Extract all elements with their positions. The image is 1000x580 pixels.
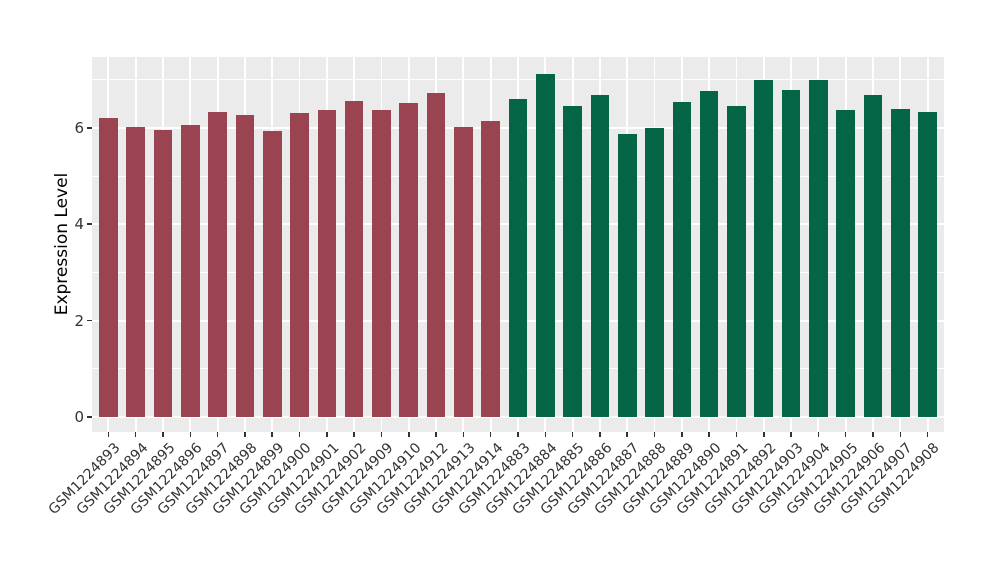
x-tick — [189, 432, 192, 437]
x-tick — [817, 432, 820, 437]
bar-GSM1224892 — [754, 79, 774, 417]
x-tick — [271, 432, 273, 437]
bar-GSM1224893 — [99, 117, 118, 417]
y-tick — [87, 127, 92, 129]
bar-GSM1224884 — [536, 73, 555, 417]
x-tick — [326, 432, 328, 437]
bar-GSM1224904 — [809, 79, 828, 417]
bar-GSM1224899 — [262, 130, 282, 417]
bar-GSM1224910 — [399, 102, 419, 417]
bar-GSM1224914 — [481, 120, 500, 417]
x-tick — [735, 432, 738, 437]
bar-GSM1224906 — [863, 94, 883, 417]
bar-GSM1224901 — [317, 110, 337, 417]
x-tick — [681, 432, 683, 437]
x-tick — [408, 432, 410, 437]
x-tick — [926, 432, 929, 437]
y-axis-title: Expression Level — [52, 172, 72, 316]
y-tick-label: 4 — [74, 215, 84, 234]
bar-GSM1224886 — [590, 94, 610, 417]
y-tick — [87, 416, 92, 418]
x-tick — [899, 432, 902, 437]
x-tick — [872, 432, 874, 437]
bar-GSM1224912 — [426, 93, 446, 417]
bar-GSM1224909 — [372, 110, 391, 417]
x-tick — [107, 432, 110, 437]
x-tick — [353, 432, 355, 437]
bar-GSM1224894 — [126, 127, 145, 417]
x-tick — [763, 432, 765, 437]
x-tick — [790, 432, 792, 437]
bar-GSM1224889 — [672, 102, 692, 417]
x-tick — [134, 432, 137, 437]
bar-GSM1224891 — [727, 106, 746, 417]
bar-GSM1224890 — [699, 90, 719, 417]
bar-GSM1224895 — [153, 129, 173, 417]
bar-GSM1224898 — [235, 114, 255, 417]
x-tick — [517, 432, 519, 437]
bar-GSM1224885 — [563, 106, 582, 417]
bar-GSM1224897 — [208, 111, 227, 417]
bar-GSM1224883 — [508, 98, 528, 417]
x-tick — [708, 432, 710, 437]
x-tick — [298, 432, 301, 437]
x-tick — [571, 432, 574, 437]
bar-GSM1224896 — [181, 125, 200, 417]
x-tick — [599, 432, 601, 437]
x-tick — [435, 432, 437, 437]
x-tick — [844, 432, 847, 437]
y-tick-label: 0 — [74, 408, 84, 426]
bar-GSM1224900 — [290, 112, 309, 417]
x-tick — [653, 432, 656, 437]
bar-GSM1224903 — [781, 89, 801, 417]
y-tick-label: 6 — [74, 118, 84, 137]
x-tick — [216, 432, 219, 437]
y-tick — [87, 319, 92, 322]
x-tick — [489, 432, 492, 437]
bar-GSM1224905 — [836, 110, 855, 417]
x-tick — [244, 432, 246, 437]
x-tick — [544, 432, 547, 437]
x-tick — [380, 432, 383, 437]
bar-GSM1224908 — [918, 111, 937, 417]
x-tick — [626, 432, 628, 437]
y-tick — [87, 223, 92, 225]
x-tick — [462, 432, 465, 437]
bar-GSM1224902 — [344, 101, 364, 417]
bar-GSM1224888 — [645, 128, 664, 417]
bar-GSM1224907 — [891, 108, 910, 417]
bar-GSM1224913 — [454, 126, 473, 417]
y-tick-label: 2 — [74, 311, 84, 330]
x-tick — [162, 432, 164, 437]
bar-GSM1224887 — [617, 133, 637, 417]
